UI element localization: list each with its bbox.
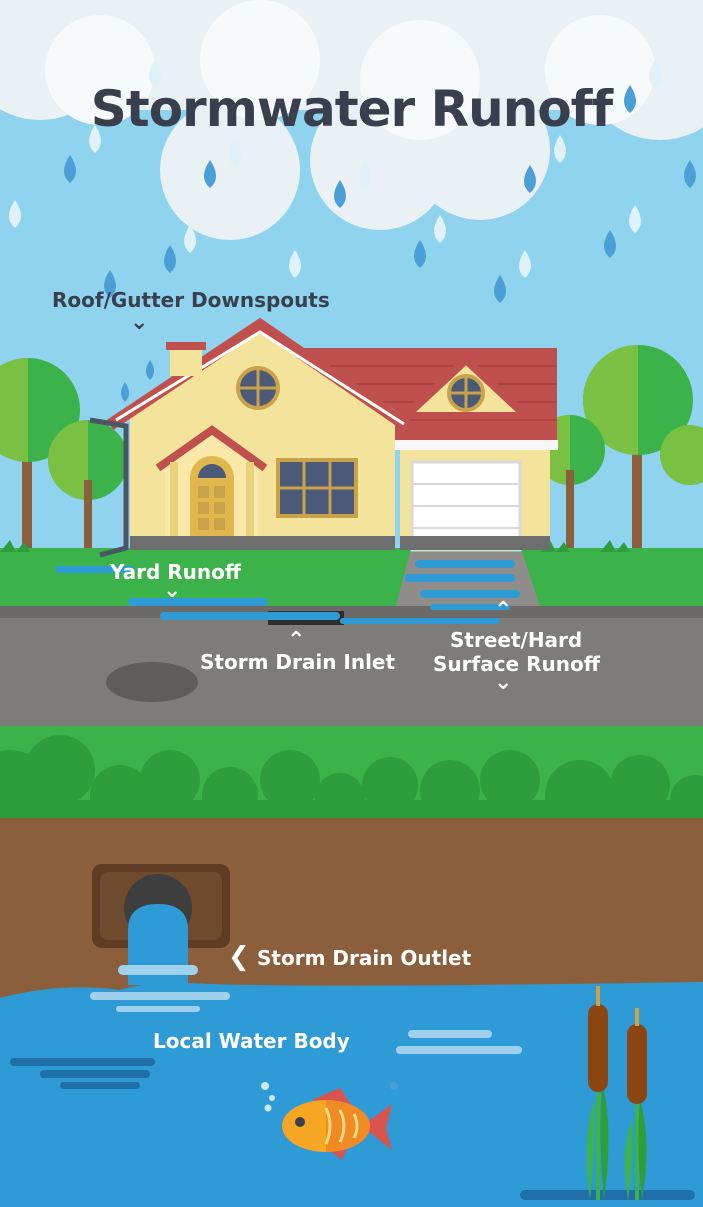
tree-left — [0, 358, 128, 550]
chevron-down-icon: ⌄ — [130, 310, 149, 335]
outlet-flow — [128, 904, 188, 985]
label-storm-drain-outlet: Storm Drain Outlet — [257, 946, 472, 970]
label-storm-drain-inlet: Storm Drain Inlet — [200, 650, 396, 674]
rain-drops — [9, 60, 696, 582]
downspout — [89, 417, 129, 558]
chevron-left-icon: ❮ — [228, 942, 250, 972]
water-body — [0, 982, 703, 1207]
chevron-up-icon: ⌃ — [494, 598, 513, 623]
runoff-water — [55, 560, 520, 624]
page-title: Stormwater Runoff — [90, 80, 613, 138]
house — [89, 317, 558, 558]
water-shadows — [10, 1058, 695, 1200]
label-local-water-body: Local Water Body — [153, 1029, 350, 1053]
street — [0, 606, 703, 726]
fish — [261, 1082, 398, 1160]
cattails — [586, 986, 647, 1200]
cloud-highlights — [45, 0, 655, 140]
chevron-down-icon: ⌄ — [163, 578, 182, 603]
chimney — [170, 346, 202, 376]
manhole — [106, 662, 198, 702]
lawn — [0, 548, 703, 608]
label-street-line1: Street/Hard — [450, 628, 583, 652]
chevron-up-icon: ⌃ — [287, 628, 306, 653]
chevron-down-icon: ⌄ — [494, 670, 513, 695]
label-street-line2: Surface Runoff — [433, 652, 600, 676]
tree-right — [535, 345, 703, 550]
label-roof-gutter: Roof/Gutter Downspouts — [52, 288, 330, 312]
label-yard-runoff: Yard Runoff — [110, 560, 242, 584]
water-ripples — [90, 992, 522, 1054]
